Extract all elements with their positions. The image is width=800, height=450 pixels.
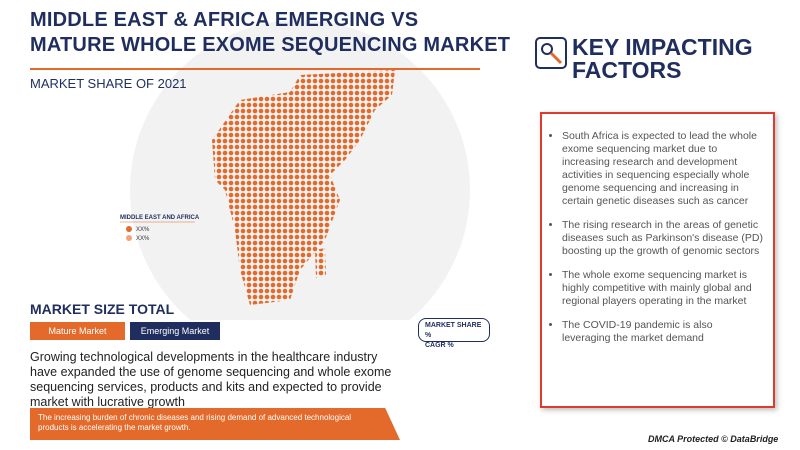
emerging-button[interactable]: Emerging Market [130,322,220,340]
subtitle: MARKET SHARE OF 2021 [30,76,187,91]
factors-box: South Africa is expected to lead the who… [540,112,775,408]
title: MIDDLE EAST & AFRICA EMERGING VS MATURE … [30,8,510,58]
footer: DMCA Protected © DataBridge [648,434,779,444]
legend-value: XX% [136,236,150,242]
legend-value: XX% [136,227,150,233]
metric-label: MARKET SHARE % [425,322,482,339]
factor: The COVID-19 pandemic is also leveraging… [562,319,763,345]
legend-dot [126,235,132,241]
legend-dot [126,226,132,232]
banner: The increasing burden of chronic disease… [30,408,400,440]
factors-list: South Africa is expected to lead the who… [550,130,763,345]
market-size-title: MARKET SIZE TOTAL [30,301,175,317]
dot-map [212,70,395,305]
factors-icon [535,37,567,69]
description: Growing technological developments in th… [30,350,392,409]
title-line: MIDDLE EAST & AFRICA EMERGING VS [30,9,419,31]
title-rule [30,68,480,70]
factors-title: KEY IMPACTING FACTORS [572,36,753,82]
mature-button[interactable]: Mature Market [30,322,125,340]
factors-title-line: KEY IMPACTING [572,34,753,60]
factors-title-line: FACTORS [572,57,682,83]
metrics-box: MARKET SHARE % CAGR % [418,318,490,349]
map-graphic: MIDDLE EAST AND AFRICA XX% XX% [120,20,470,320]
factor: South Africa is expected to lead the who… [562,130,763,208]
factor: The rising research in the areas of gene… [562,219,763,258]
legend-region: MIDDLE EAST AND AFRICA [120,215,200,221]
title-line: MATURE WHOLE EXOME SEQUENCING MARKET [30,34,511,56]
factor: The whole exome sequencing market is hig… [562,269,763,308]
banner-text: The increasing burden of chronic disease… [38,413,352,432]
metric-label: CAGR % [425,342,454,349]
